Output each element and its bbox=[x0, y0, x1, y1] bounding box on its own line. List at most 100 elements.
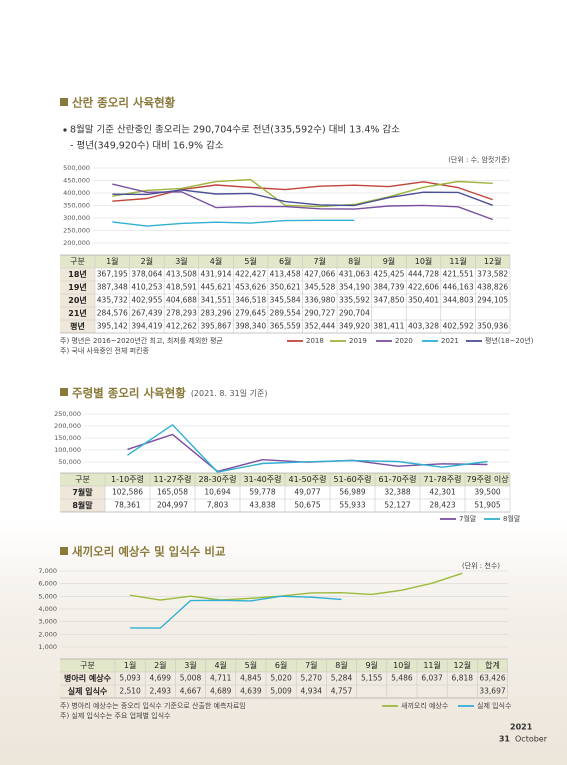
table-header-bg bbox=[60, 659, 508, 672]
bullet-text: - 평년(349,920수) 대비 16.9% 감소 bbox=[70, 140, 224, 152]
y-tick-label: 200,000 bbox=[54, 422, 81, 430]
table-cell: 394,419 bbox=[131, 322, 162, 331]
table-cell: 453,626 bbox=[235, 283, 266, 292]
column-header: 51-60주령 bbox=[334, 475, 372, 484]
table-cell: 5,020 bbox=[270, 674, 292, 683]
subtitle: (2021. 8. 31일 기준) bbox=[191, 389, 268, 398]
footnote: 주) 국내 사육중인 전체 퍼킨종 bbox=[60, 346, 149, 355]
footer-year: 2021 bbox=[510, 723, 533, 732]
table-cell: 4,689 bbox=[210, 687, 232, 696]
table-cell: 346,518 bbox=[235, 296, 266, 305]
table-cell: 395,867 bbox=[201, 322, 232, 331]
table-cell: 5,009 bbox=[270, 687, 292, 696]
table-cell: 402,592 bbox=[443, 322, 474, 331]
legend-label: 2020 bbox=[395, 337, 413, 345]
legend-label: 실제 입식수 bbox=[477, 701, 512, 710]
footnote: 주) 평년은 2016~2020년간 최고, 최저를 제외한 평균 bbox=[60, 336, 223, 345]
column-header: 1월 bbox=[124, 660, 136, 670]
column-header: 11월 bbox=[449, 256, 467, 266]
y-tick-label: 450,000 bbox=[63, 177, 90, 185]
y-tick-label: 500,000 bbox=[63, 164, 90, 172]
table-cell: 404,688 bbox=[166, 296, 197, 305]
column-header: 2월 bbox=[154, 660, 166, 670]
table-cell: 381,411 bbox=[373, 322, 404, 331]
table-cell: 438,826 bbox=[477, 283, 508, 292]
series-line bbox=[112, 219, 355, 227]
y-tick-label: 3,000 bbox=[38, 618, 57, 626]
table-cell: 347,850 bbox=[373, 296, 404, 305]
table-cell: 2,510 bbox=[119, 687, 141, 696]
table-cell: 290,727 bbox=[304, 309, 335, 318]
table-cell: 413,458 bbox=[270, 270, 301, 279]
table-corner: 구분 bbox=[80, 661, 95, 670]
column-header: 12월 bbox=[484, 256, 502, 266]
column-header: 10월 bbox=[393, 660, 411, 670]
column-header: 8월 bbox=[348, 256, 360, 266]
table-cell: 204,997 bbox=[157, 501, 188, 510]
table-cell: 78,361 bbox=[114, 501, 140, 510]
column-header: 79주령 이상 bbox=[466, 474, 509, 484]
table-cell: 6,037 bbox=[421, 674, 443, 683]
section-title: 주령별 종오리 사육현황 (2021. 8. 31일 기준) bbox=[72, 386, 267, 400]
background-photo bbox=[0, 520, 567, 765]
table-cell: 387,348 bbox=[97, 283, 128, 292]
table-cell: 444,728 bbox=[408, 270, 439, 279]
table-cell: 395,142 bbox=[97, 322, 128, 331]
legend-label: 7월말 bbox=[459, 514, 477, 523]
column-header: 12월 bbox=[454, 660, 472, 670]
table-cell: 446,163 bbox=[443, 283, 474, 292]
table-cell: 102,586 bbox=[112, 488, 143, 497]
row-label: 8월말 bbox=[72, 500, 93, 510]
table-cell: 52,127 bbox=[384, 501, 410, 510]
table-cell: 42,301 bbox=[429, 488, 455, 497]
column-header: 31-40주령 bbox=[244, 475, 282, 484]
table-cell: 278,293 bbox=[166, 309, 197, 318]
column-header: 7월 bbox=[305, 660, 317, 670]
table-cell: 5,486 bbox=[391, 674, 413, 683]
table-cell: 365,559 bbox=[270, 322, 301, 331]
column-header: 6월 bbox=[275, 660, 287, 670]
table-cell: 403,328 bbox=[408, 322, 439, 331]
table-cell: 350,621 bbox=[270, 283, 301, 292]
table-cell: 431,063 bbox=[339, 270, 370, 279]
table-cell: 349,920 bbox=[339, 322, 370, 331]
y-tick-label: 350,000 bbox=[63, 202, 90, 210]
y-tick-label: 6,000 bbox=[38, 580, 57, 588]
y-tick-label: 250,000 bbox=[63, 227, 90, 235]
table-cell: 49,077 bbox=[294, 488, 320, 497]
column-header: 9월 bbox=[365, 660, 377, 670]
table-corner: 구분 bbox=[75, 475, 90, 484]
row-label: 20년 bbox=[68, 295, 87, 305]
table-cell: 445,621 bbox=[201, 283, 232, 292]
legend-label: 2019 bbox=[349, 337, 367, 345]
table-cell: 5,270 bbox=[301, 674, 323, 683]
table-corner: 구분 bbox=[70, 257, 85, 266]
y-tick-label: 150,000 bbox=[54, 434, 81, 442]
table-cell: 402,955 bbox=[131, 296, 162, 305]
column-header: 6월 bbox=[279, 256, 291, 266]
series-line bbox=[112, 178, 493, 208]
table-cell: 7,803 bbox=[207, 501, 229, 510]
series-line bbox=[112, 189, 493, 207]
table-cell: 43,838 bbox=[249, 501, 275, 510]
column-header: 28-30주령 bbox=[199, 475, 237, 484]
table-cell: 290,704 bbox=[339, 309, 370, 318]
column-header: 8월 bbox=[335, 660, 347, 670]
y-tick-label: 100,000 bbox=[54, 446, 81, 454]
table-cell: 50,675 bbox=[294, 501, 320, 510]
table-cell: 289,554 bbox=[270, 309, 301, 318]
column-header: 9월 bbox=[383, 256, 395, 266]
y-tick-label: 400,000 bbox=[63, 189, 90, 197]
table-cell: 4,757 bbox=[331, 687, 353, 696]
column-header: 1월 bbox=[106, 256, 118, 266]
table-cell: 352,444 bbox=[304, 322, 335, 331]
column-header: 2월 bbox=[141, 256, 153, 266]
column-header: 11-27주령 bbox=[154, 475, 192, 484]
title-marker bbox=[60, 388, 68, 396]
table-cell: 425,425 bbox=[373, 270, 404, 279]
legend-label: 2018 bbox=[306, 337, 324, 345]
column-header: 5월 bbox=[244, 256, 256, 266]
footnote: 주) 병아리 예상수는 종오리 입식수 기준으로 산출한 예측자료임 bbox=[60, 701, 246, 710]
y-tick-label: 4,000 bbox=[38, 605, 57, 613]
